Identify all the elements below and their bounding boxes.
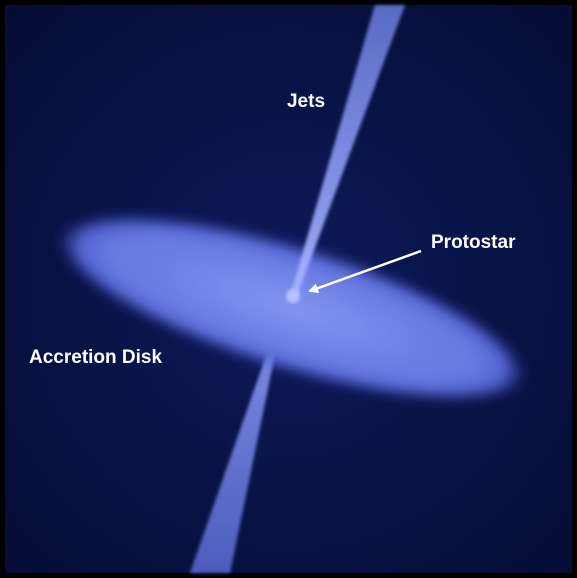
page: Jets Protostar Accretion Disk (() => { c… [0, 0, 577, 578]
jets-label: Jets [287, 91, 325, 112]
illustration: Jets Protostar Accretion Disk [0, 0, 577, 578]
accretion-disk-label: Accretion Disk [29, 347, 162, 368]
protostar [286, 289, 300, 303]
protostar-label: Protostar [431, 232, 516, 253]
